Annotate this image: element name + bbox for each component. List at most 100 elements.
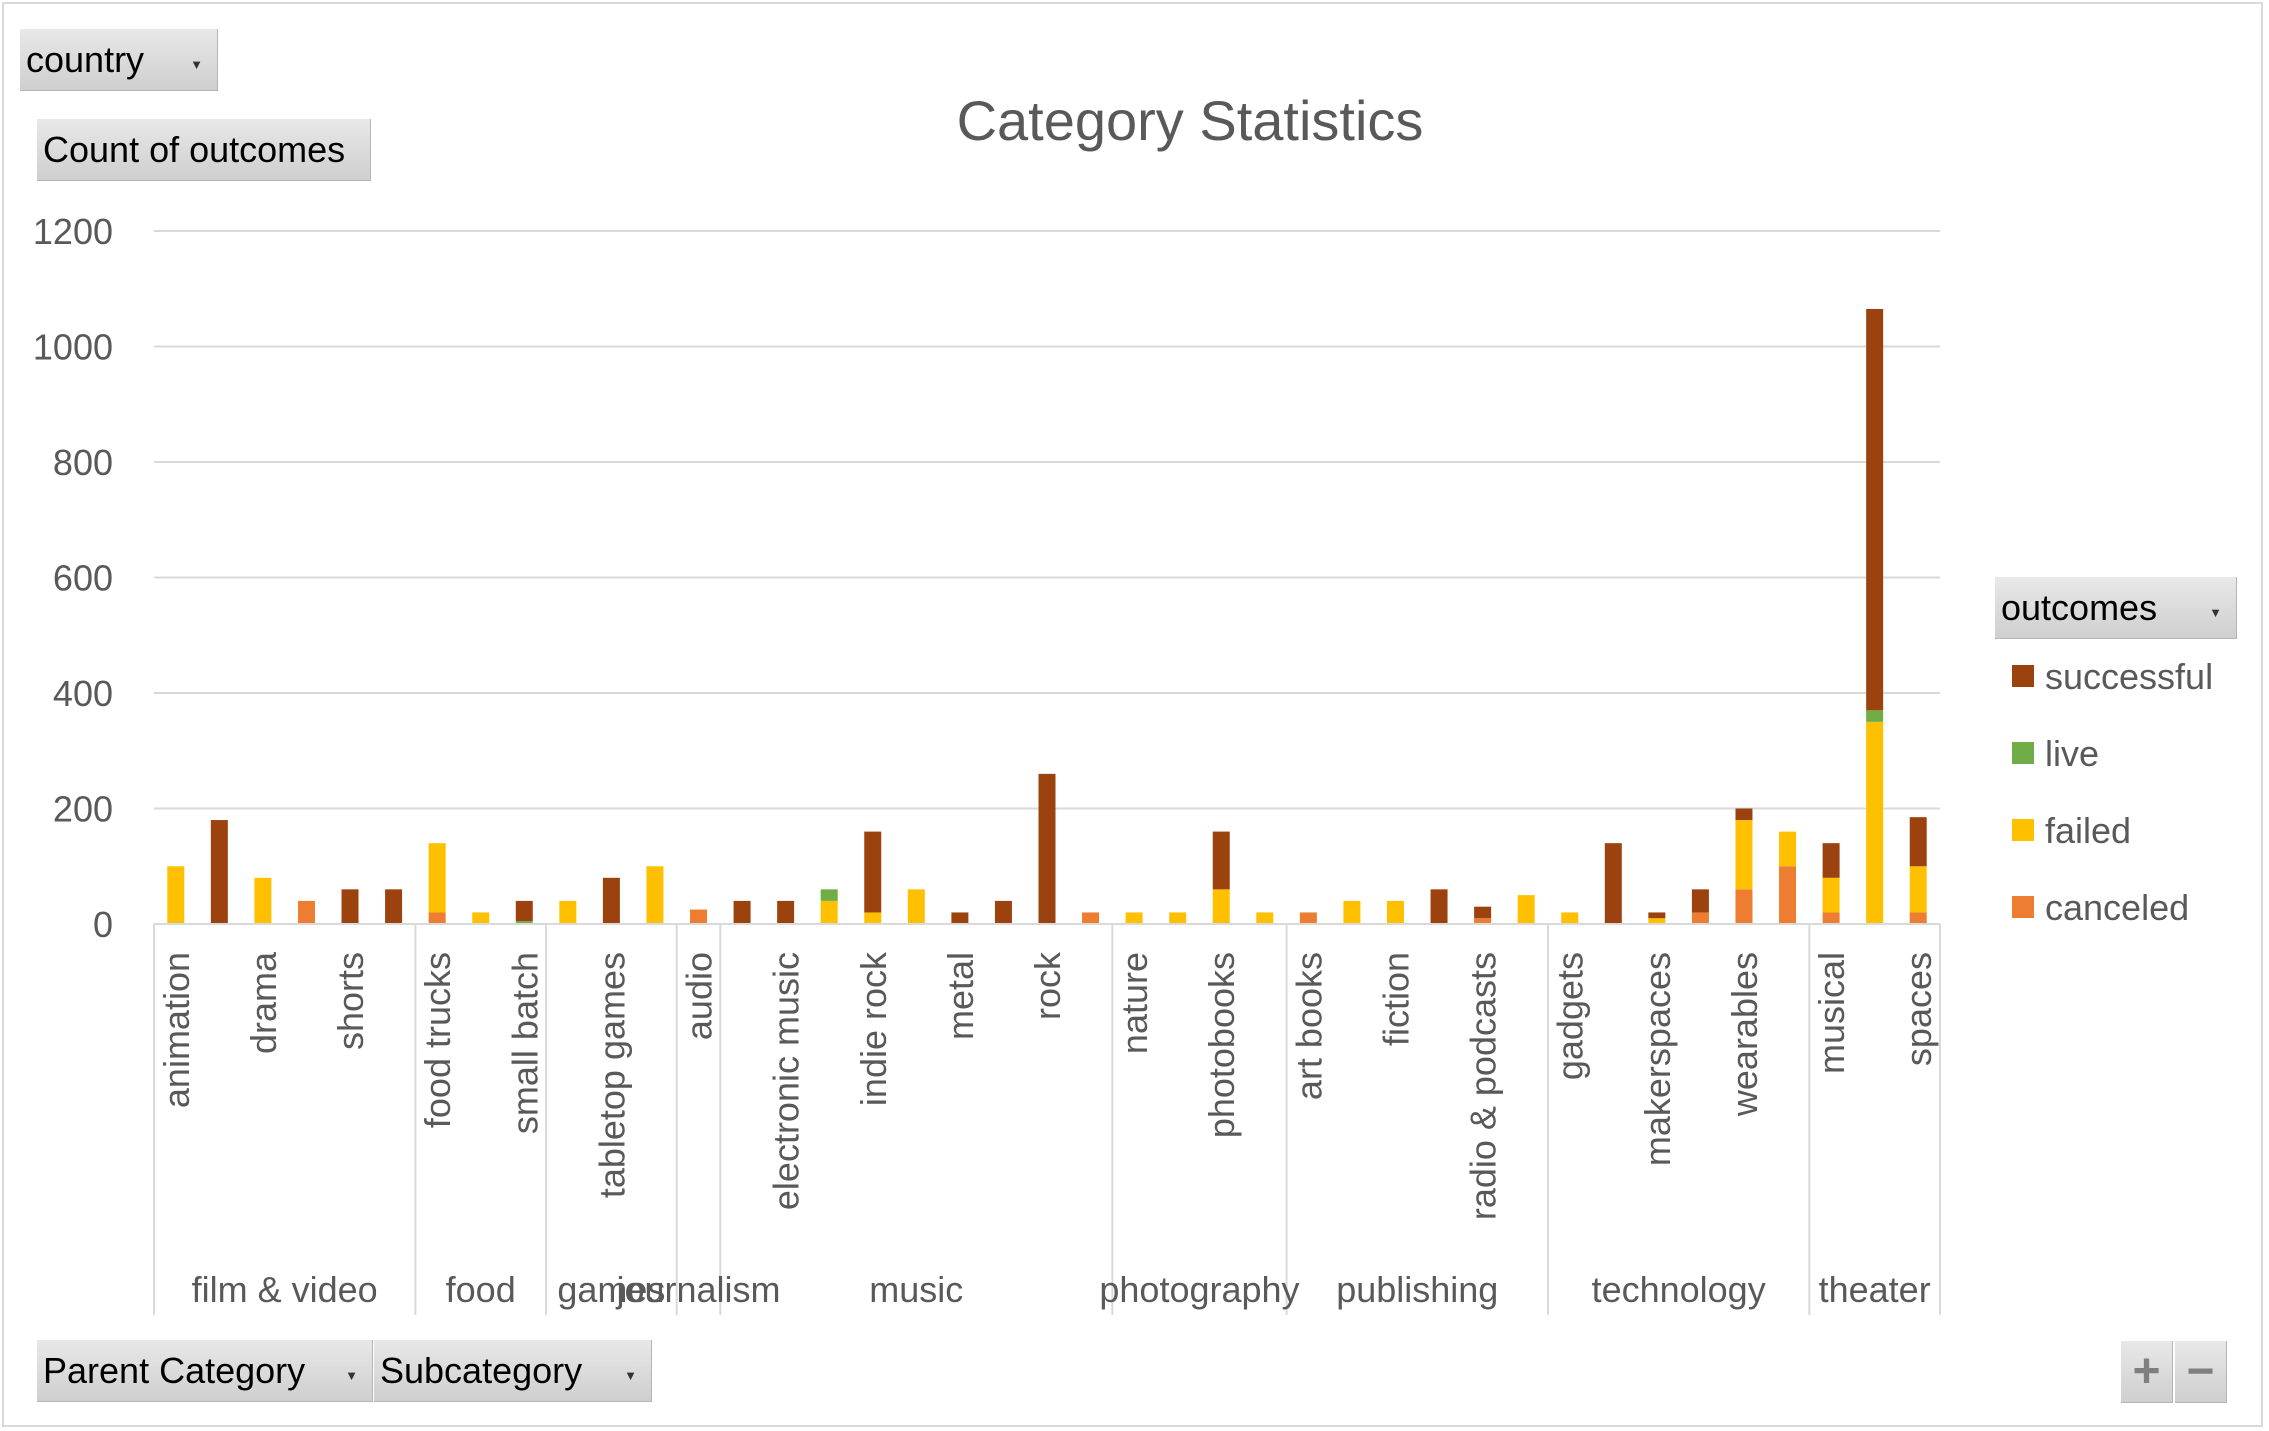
bar-segment-failed bbox=[1909, 866, 1927, 913]
y-tick-label: 800 bbox=[53, 442, 113, 483]
bar-segment-failed bbox=[1822, 877, 1840, 913]
group-label: food bbox=[446, 1269, 516, 1310]
legend-swatch-failed bbox=[2012, 819, 2034, 841]
bar-segment-failed bbox=[1866, 721, 1884, 924]
bar-segment-successful bbox=[1430, 889, 1448, 924]
bar-segment-successful bbox=[1735, 808, 1753, 821]
x-tick-label: spaces bbox=[1898, 952, 1939, 1066]
bar-segment-failed bbox=[1256, 912, 1274, 924]
bar-segment-canceled bbox=[1082, 912, 1100, 924]
bar-segment-successful bbox=[994, 900, 1012, 924]
bar-segment-canceled bbox=[690, 909, 708, 924]
x-axis: animation drama shorts food trucks small bat… bbox=[153, 923, 1941, 1315]
group-label: publishing bbox=[1336, 1269, 1498, 1310]
bar-segment-failed bbox=[1561, 912, 1579, 924]
bar-segment-successful bbox=[341, 889, 359, 924]
group-label: photography bbox=[1099, 1269, 1299, 1310]
group-label: technology bbox=[1592, 1269, 1766, 1310]
bar-segment-failed bbox=[559, 900, 577, 924]
bar-segment-canceled bbox=[1691, 912, 1709, 924]
x-tick-label: audio bbox=[679, 952, 720, 1040]
bar-segment-failed bbox=[254, 877, 272, 924]
bar-segment-failed bbox=[1648, 918, 1666, 924]
collapse-field-button[interactable]: − bbox=[2175, 1341, 2227, 1403]
chevron-down-icon: ▼ bbox=[2209, 604, 2222, 620]
bar-segment-failed bbox=[1735, 820, 1753, 890]
bar-segment-successful bbox=[385, 889, 403, 924]
x-tick-label: makerspaces bbox=[1637, 952, 1678, 1166]
y-tick-label: 600 bbox=[53, 558, 113, 599]
group-label: games bbox=[557, 1269, 665, 1310]
chart-title: Category Statistics bbox=[957, 89, 1424, 152]
bar-segment-successful bbox=[1648, 912, 1666, 919]
bar-segment-failed bbox=[1386, 900, 1404, 924]
bar-segment-canceled bbox=[297, 900, 315, 924]
expand-field-button[interactable]: + bbox=[2121, 1341, 2173, 1403]
x-tick-label: rock bbox=[1027, 951, 1068, 1020]
legend-field-button[interactable]: outcomes ▼ bbox=[1995, 577, 2237, 639]
bar-segment-successful bbox=[1474, 906, 1492, 919]
bar-segment-successful bbox=[1866, 308, 1884, 711]
bar-segment-failed bbox=[1169, 912, 1187, 924]
bar-segment-live bbox=[515, 921, 533, 924]
legend-label-live: live bbox=[2045, 733, 2099, 774]
bar-segment-canceled bbox=[428, 912, 446, 924]
country-filter-label: country bbox=[26, 38, 145, 80]
bar-segment-successful bbox=[864, 831, 882, 913]
bar-segment-canceled bbox=[1299, 912, 1317, 924]
x-tick-label: fiction bbox=[1375, 952, 1416, 1046]
subcategory-field-button[interactable]: Subcategory ▼ bbox=[374, 1340, 652, 1402]
x-tick-label: metal bbox=[940, 952, 981, 1040]
bar-segment-successful bbox=[602, 877, 620, 924]
x-tick-label: shorts bbox=[330, 952, 371, 1050]
bar-segment-failed bbox=[864, 912, 882, 924]
bar-segment-successful bbox=[1691, 889, 1709, 913]
group-label: music bbox=[869, 1269, 963, 1310]
bar-segment-failed bbox=[907, 889, 925, 924]
parent-category-field-label: Parent Category bbox=[43, 1349, 306, 1391]
bar-segment-failed bbox=[646, 866, 664, 924]
legend-swatch-canceled bbox=[2012, 896, 2034, 918]
minus-icon: − bbox=[2186, 1345, 2215, 1398]
bar-segment-successful bbox=[777, 900, 795, 924]
bar-segment-successful bbox=[515, 900, 533, 922]
x-tick-label: animation bbox=[156, 952, 197, 1108]
bar-segment-successful bbox=[1909, 817, 1927, 867]
y-tick-label: 1000 bbox=[33, 327, 113, 368]
bar-segment-canceled bbox=[1909, 912, 1927, 924]
y-tick-label: 400 bbox=[53, 673, 113, 714]
bar-segment-failed bbox=[428, 843, 446, 913]
x-tick-label: musical bbox=[1811, 952, 1852, 1074]
x-tick-label: radio & podcasts bbox=[1463, 952, 1504, 1220]
bar-segment-failed bbox=[1779, 831, 1797, 867]
x-tick-label: indie rock bbox=[853, 951, 894, 1106]
country-filter-button[interactable]: country ▼ bbox=[20, 29, 218, 91]
legend-label-successful: successful bbox=[2045, 656, 2213, 697]
bar-segment-failed bbox=[1212, 889, 1230, 924]
legend: successful live failed canceled bbox=[2012, 656, 2213, 928]
bar-segment-successful bbox=[1822, 843, 1840, 878]
chevron-down-icon: ▼ bbox=[190, 56, 203, 72]
legend-label-failed: failed bbox=[2045, 810, 2131, 851]
bar-segment-live bbox=[1866, 710, 1884, 722]
group-label: film & video bbox=[192, 1269, 378, 1310]
bar-segment-successful bbox=[1038, 773, 1056, 924]
bars bbox=[167, 308, 1927, 924]
bar-segment-failed bbox=[1343, 900, 1361, 924]
values-field-button[interactable]: Count of outcomes bbox=[37, 119, 371, 181]
x-tick-label: food trucks bbox=[417, 952, 458, 1128]
x-tick-label: art books bbox=[1288, 952, 1329, 1100]
bar-segment-canceled bbox=[1822, 912, 1840, 924]
x-tick-label: drama bbox=[243, 951, 284, 1054]
chevron-down-icon: ▼ bbox=[624, 1367, 637, 1383]
parent-category-field-button[interactable]: Parent Category ▼ bbox=[37, 1340, 373, 1402]
bar-segment-failed bbox=[167, 866, 185, 924]
plus-icon: + bbox=[2132, 1345, 2161, 1398]
bar-segment-failed bbox=[820, 900, 838, 924]
x-tick-label: small batch bbox=[504, 952, 545, 1134]
y-tick-label: 1200 bbox=[33, 211, 113, 252]
bar-segment-canceled bbox=[1474, 918, 1492, 924]
x-tick-label: electronic music bbox=[766, 952, 807, 1210]
x-tick-label: tabletop games bbox=[591, 952, 632, 1198]
